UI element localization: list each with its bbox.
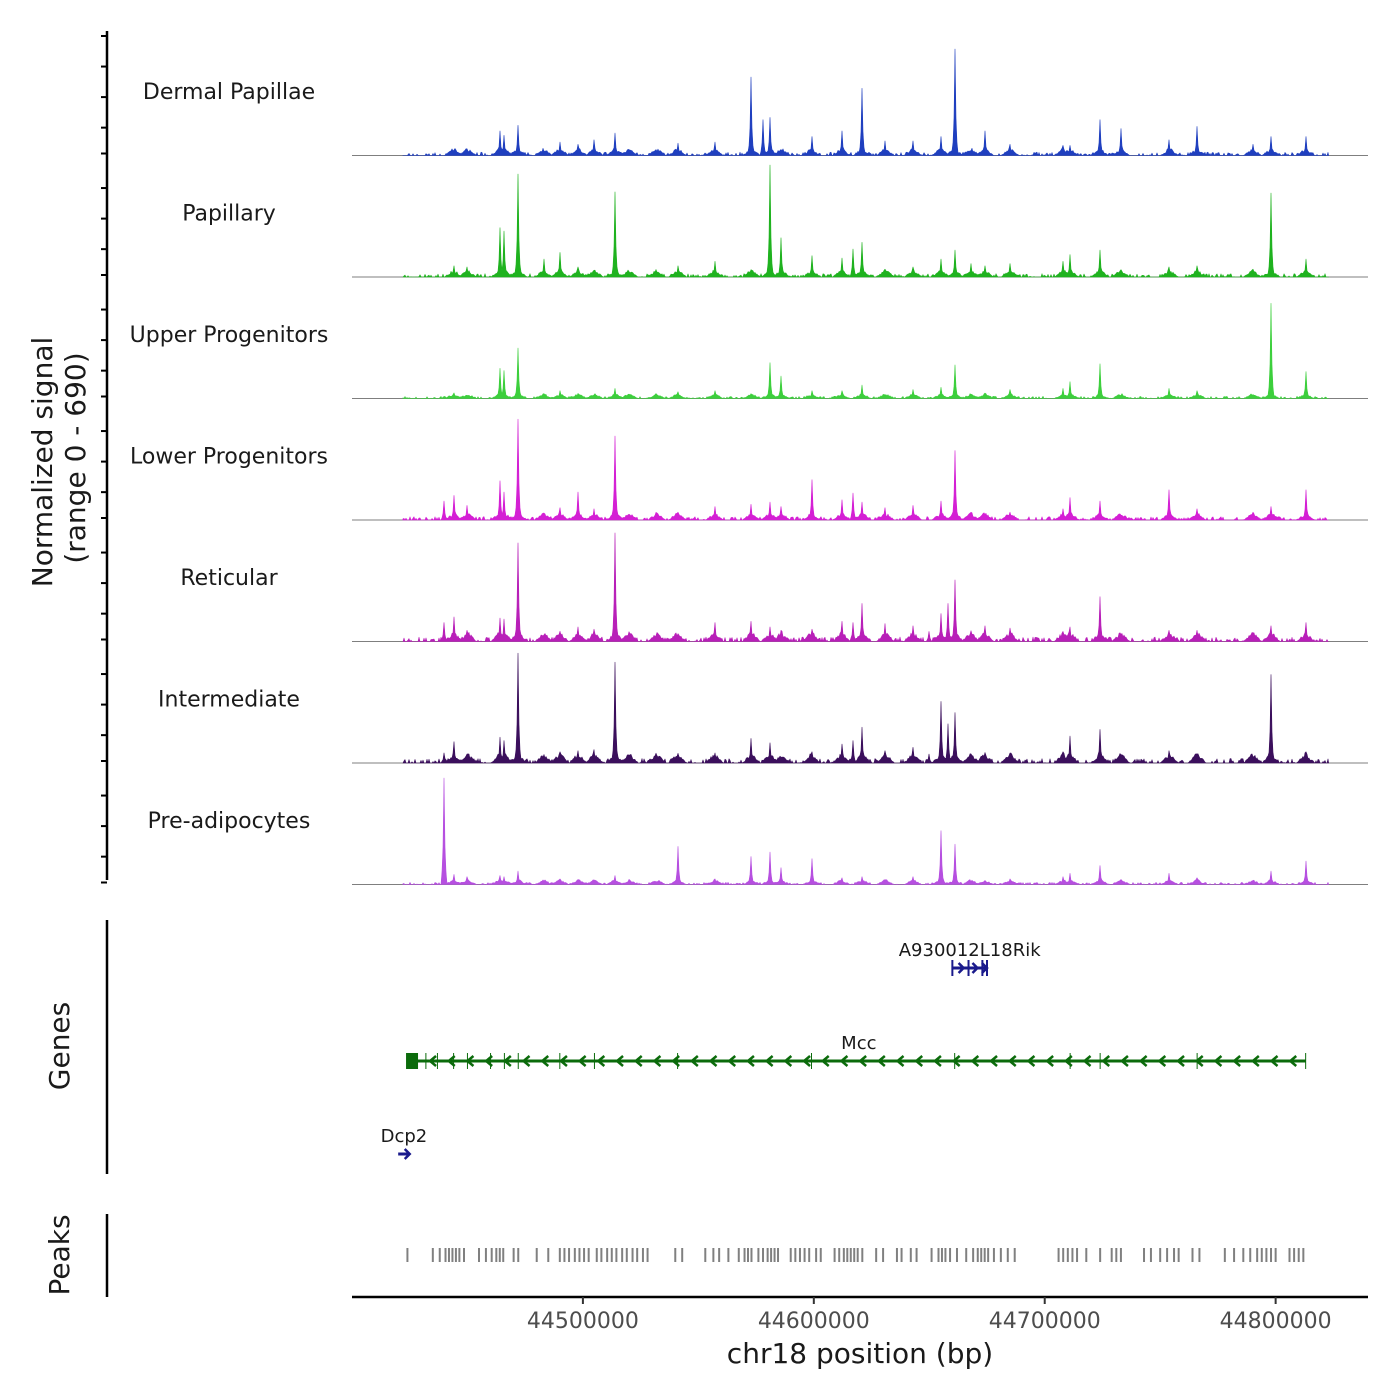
strand-chevron <box>1269 1055 1279 1067</box>
x-axis-title: chr18 position (bp) <box>727 1337 993 1370</box>
gene-exon <box>406 1053 419 1069</box>
strand-chevron <box>1026 1055 1036 1067</box>
track-label-pre-adipocytes: Pre-adipocytes <box>148 809 311 834</box>
peaks-panel <box>105 1214 1305 1297</box>
strand-chevron <box>521 1055 531 1067</box>
track-label-lower-progenitors: Lower Progenitors <box>130 445 328 470</box>
gene-a930012l18rik: A930012L18Rik <box>899 940 1041 976</box>
strand-chevron <box>1157 1055 1167 1067</box>
strand-chevron <box>1213 1055 1223 1067</box>
strand-chevron <box>708 1055 718 1067</box>
strand-chevron <box>1119 1055 1129 1067</box>
strand-chevron <box>951 1055 961 1067</box>
strand-chevron <box>1063 1055 1073 1067</box>
signal-tracks: Dermal Papillae Papillary Upper Progenitor… <box>101 31 1368 885</box>
strand-chevron <box>1101 1055 1111 1067</box>
strand-chevron <box>446 1055 456 1067</box>
strand-chevron <box>1250 1055 1260 1067</box>
strand-arrow <box>403 1148 412 1160</box>
strand-chevron <box>783 1055 793 1067</box>
strand-chevron <box>615 1055 624 1067</box>
strand-chevron <box>577 1055 587 1067</box>
strand-chevron <box>932 1055 942 1067</box>
strand-chevron <box>1232 1055 1241 1067</box>
strand-chevron <box>957 962 966 974</box>
strand-chevron <box>1176 1055 1185 1067</box>
strand-chevron <box>820 1055 830 1067</box>
signal-intermediate <box>402 652 1329 764</box>
strand-chevron <box>858 1055 867 1067</box>
strand-chevron <box>558 1055 568 1067</box>
strand-chevron <box>1138 1055 1148 1067</box>
strand-chevron <box>633 1055 643 1067</box>
signal-lower-progenitors <box>402 418 1329 521</box>
track-reticular: Reticular <box>180 532 1368 642</box>
y-axis-title-line2: (range 0 - 690) <box>59 352 92 563</box>
signal-reticular <box>402 532 1329 642</box>
strand-chevron <box>689 1055 699 1067</box>
signal-upper-progenitors <box>402 303 1329 399</box>
strand-chevron <box>540 1055 550 1067</box>
signal-papillary <box>402 164 1329 278</box>
strand-chevron <box>671 1055 680 1067</box>
strand-chevron <box>876 1055 886 1067</box>
signal-dermal-papillae <box>402 48 1329 156</box>
genes-panel-label: Genes <box>43 1002 76 1090</box>
strand-chevron <box>502 1055 512 1067</box>
gene-mcc: Mcc <box>406 1033 1307 1069</box>
gene-label-dcp2: Dcp2 <box>381 1126 428 1147</box>
track-intermediate: Intermediate <box>158 652 1368 764</box>
strand-chevron <box>727 1055 737 1067</box>
strand-chevron <box>802 1055 811 1067</box>
genes-panel: A930012L18Rik Mcc Dcp2 <box>105 920 1307 1174</box>
strand-chevron <box>989 1055 998 1067</box>
x-tick-label: 44700000 <box>989 1309 1101 1334</box>
peaks-panel-label: Peaks <box>43 1214 76 1295</box>
strand-chevron <box>1082 1055 1092 1067</box>
y-axis-title-line1: Normalized signal <box>26 337 59 588</box>
strand-chevron <box>745 1055 755 1067</box>
strand-chevron <box>1194 1055 1204 1067</box>
track-label-intermediate: Intermediate <box>158 688 300 713</box>
strand-chevron <box>764 1055 774 1067</box>
track-upper-progenitors: Upper Progenitors <box>130 303 1368 399</box>
strand-chevron <box>428 1055 437 1067</box>
x-axis: 44500000 44600000 44700000 44800000 <box>352 1295 1368 1334</box>
gene-label-mcc: Mcc <box>841 1033 876 1054</box>
strand-chevron <box>484 1055 493 1067</box>
strand-chevron <box>465 1055 475 1067</box>
strand-chevron <box>1045 1055 1054 1067</box>
track-dermal-papillae: Dermal Papillae <box>143 48 1368 156</box>
strand-chevron <box>914 1055 924 1067</box>
x-tick-label: 44600000 <box>758 1309 870 1334</box>
track-label-dermal-papillae: Dermal Papillae <box>143 80 315 105</box>
strand-chevron <box>596 1055 606 1067</box>
strand-chevron <box>839 1055 849 1067</box>
strand-chevron <box>895 1055 905 1067</box>
track-label-papillary: Papillary <box>182 202 276 227</box>
signal-pre-adipocytes <box>402 777 1329 885</box>
track-pre-adipocytes: Pre-adipocytes <box>148 777 1368 885</box>
strand-chevron <box>652 1055 662 1067</box>
gene-label-a930012l18rik: A930012L18Rik <box>899 940 1041 961</box>
x-tick-label: 44500000 <box>527 1309 639 1334</box>
signal-y-axis <box>101 31 109 884</box>
strand-chevron <box>1007 1055 1017 1067</box>
x-tick-label: 44800000 <box>1220 1309 1332 1334</box>
strand-chevron <box>1288 1055 1298 1067</box>
track-papillary: Papillary <box>182 164 1368 278</box>
strand-chevron <box>970 1055 980 1067</box>
track-lower-progenitors: Lower Progenitors <box>130 418 1368 521</box>
strand-chevron <box>971 962 980 974</box>
track-label-upper-progenitors: Upper Progenitors <box>130 323 329 348</box>
gene-dcp2: Dcp2 <box>381 1126 428 1160</box>
track-label-reticular: Reticular <box>180 566 278 591</box>
